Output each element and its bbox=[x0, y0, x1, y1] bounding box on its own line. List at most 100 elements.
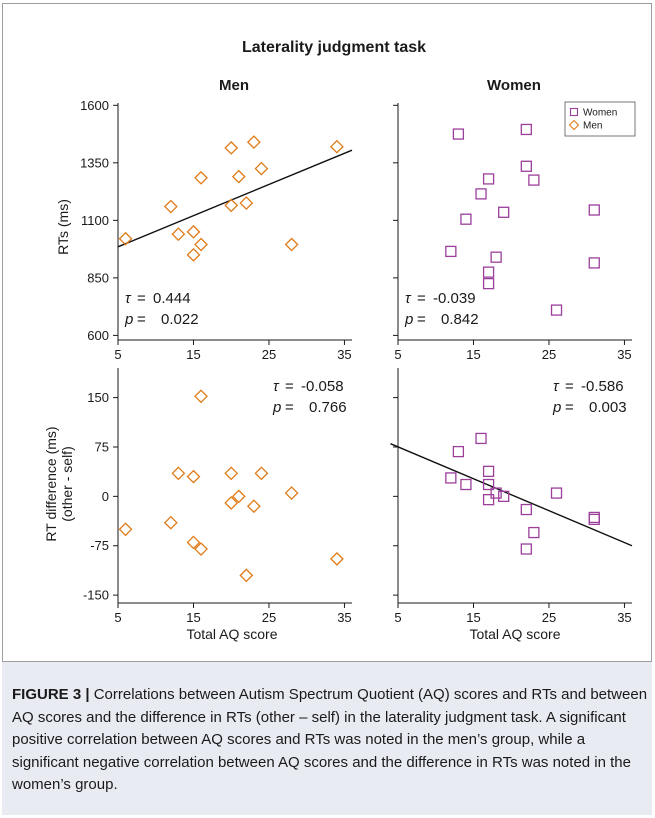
y-tick-label: -75 bbox=[90, 538, 109, 553]
x-tick-label: 15 bbox=[466, 347, 480, 362]
tau-equals: = bbox=[285, 378, 294, 395]
p-symbol: p bbox=[404, 311, 413, 328]
data-point-diamond bbox=[194, 542, 208, 556]
tau-symbol: τ bbox=[273, 378, 280, 395]
data-point-diamond bbox=[254, 466, 269, 481]
data-point-diamond bbox=[224, 496, 239, 510]
x-tick-label: 5 bbox=[114, 610, 121, 625]
data-point-diamond bbox=[171, 227, 186, 242]
y-tick-label: 850 bbox=[87, 270, 109, 285]
p-equals: = bbox=[285, 399, 294, 416]
y-tick-label: 0 bbox=[102, 489, 109, 504]
p-symbol: p bbox=[552, 399, 561, 416]
p-equals: = bbox=[417, 311, 426, 328]
x-tick-label: 25 bbox=[542, 610, 556, 625]
data-point-square bbox=[588, 511, 600, 524]
data-point-square bbox=[498, 490, 510, 503]
data-point-square bbox=[588, 204, 600, 216]
regression-line bbox=[117, 149, 353, 248]
x-tick-label: 25 bbox=[262, 347, 276, 362]
p-equals: = bbox=[565, 399, 574, 416]
x-tick-label: 35 bbox=[337, 610, 351, 625]
data-point-square bbox=[550, 487, 563, 499]
data-point-diamond bbox=[284, 486, 299, 500]
data-point-diamond bbox=[239, 196, 254, 211]
data-point-square bbox=[550, 304, 563, 316]
caption-text: Correlations between Autism Spectrum Quo… bbox=[12, 686, 648, 793]
y-axis-label-bottom-line1: RT difference (ms) bbox=[43, 426, 59, 541]
p-value: 0.842 bbox=[441, 311, 479, 328]
data-point-diamond bbox=[194, 170, 208, 185]
data-point-diamond bbox=[171, 466, 186, 481]
x-tick-label: 35 bbox=[617, 347, 631, 362]
data-point-square bbox=[475, 188, 487, 200]
figure-caption: FIGURE 3 | Correlations between Autism S… bbox=[2, 662, 652, 815]
data-point-square bbox=[520, 160, 532, 172]
data-point-square bbox=[452, 128, 465, 140]
tau-equals: = bbox=[417, 290, 426, 307]
data-point-square bbox=[482, 478, 495, 491]
data-point-diamond bbox=[186, 224, 201, 239]
y-tick-label: 1100 bbox=[81, 213, 109, 228]
data-point-diamond bbox=[163, 199, 178, 214]
data-point-square bbox=[528, 526, 540, 539]
tau-equals: = bbox=[137, 290, 146, 307]
data-point-diamond bbox=[186, 535, 201, 550]
data-point-diamond bbox=[224, 198, 239, 213]
data-point-diamond bbox=[186, 469, 201, 484]
caption-paragraph: FIGURE 3 | Correlations between Autism S… bbox=[12, 684, 652, 797]
panels: 5 15 25 35 600 850 1100 1350 1600 τ = 0.444 p = 0.02… bbox=[80, 98, 636, 625]
y-tick-label: 75 bbox=[95, 439, 109, 454]
data-point-square bbox=[588, 257, 600, 269]
data-point-diamond bbox=[118, 522, 133, 537]
data-point-square bbox=[482, 494, 495, 506]
data-point-square bbox=[528, 174, 540, 186]
data-point-square bbox=[452, 445, 465, 458]
column-title-women: Women bbox=[487, 77, 541, 94]
data-point-square bbox=[445, 245, 457, 258]
caption-label: FIGURE 3 | bbox=[12, 686, 90, 703]
data-point-square bbox=[520, 543, 532, 555]
p-symbol: p bbox=[272, 399, 281, 416]
data-point-diamond bbox=[239, 568, 254, 583]
y-axis-label-bottom-line2: (other - self) bbox=[59, 446, 75, 521]
tau-value: 0.444 bbox=[153, 290, 191, 307]
x-axis-label-left: Total AQ score bbox=[186, 626, 277, 642]
x-tick-label: 5 bbox=[394, 347, 401, 362]
data-point-square bbox=[520, 123, 532, 136]
x-tick-label: 25 bbox=[542, 347, 556, 362]
data-point-diamond bbox=[329, 139, 344, 154]
data-point-diamond bbox=[231, 489, 246, 504]
tau-equals: = bbox=[565, 378, 574, 395]
p-value: 0.766 bbox=[309, 399, 347, 416]
data-point-diamond bbox=[284, 237, 299, 252]
legend-label: Men bbox=[583, 121, 602, 132]
x-tick-label: 15 bbox=[466, 610, 480, 625]
legend-box bbox=[564, 101, 636, 137]
tau-value: -0.586 bbox=[581, 378, 624, 395]
data-point-square bbox=[498, 206, 510, 218]
y-axis-label-top: RTs (ms) bbox=[55, 199, 71, 255]
y-tick-label: 150 bbox=[87, 390, 109, 405]
data-point-diamond bbox=[118, 231, 133, 246]
data-point-diamond bbox=[329, 551, 344, 566]
data-point-diamond bbox=[246, 135, 261, 150]
regression-line bbox=[390, 443, 633, 547]
p-equals: = bbox=[137, 311, 146, 328]
x-tick-label: 15 bbox=[186, 347, 200, 362]
tau-symbol: τ bbox=[125, 290, 132, 307]
tau-symbol: τ bbox=[553, 378, 560, 395]
data-point-diamond bbox=[186, 247, 201, 262]
column-title-men: Men bbox=[219, 77, 249, 94]
p-value: 0.022 bbox=[161, 311, 199, 328]
data-point-diamond bbox=[231, 169, 246, 184]
y-tick-label: 1350 bbox=[80, 155, 109, 170]
y-tick-label: -150 bbox=[83, 588, 109, 603]
data-point-square bbox=[460, 213, 472, 225]
data-point-square bbox=[482, 266, 495, 278]
data-point-square bbox=[460, 478, 472, 491]
data-point-square bbox=[520, 503, 532, 516]
data-point-square bbox=[490, 487, 502, 499]
x-tick-label: 5 bbox=[114, 347, 121, 362]
tau-symbol: τ bbox=[405, 290, 412, 307]
